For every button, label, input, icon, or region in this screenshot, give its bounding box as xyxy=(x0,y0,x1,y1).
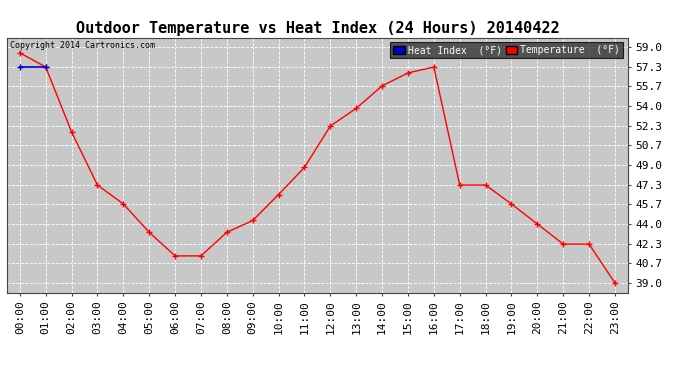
Legend: Heat Index  (°F), Temperature  (°F): Heat Index (°F), Temperature (°F) xyxy=(391,42,623,58)
Title: Outdoor Temperature vs Heat Index (24 Hours) 20140422: Outdoor Temperature vs Heat Index (24 Ho… xyxy=(76,21,559,36)
Text: Copyright 2014 Cartronics.com: Copyright 2014 Cartronics.com xyxy=(10,41,155,50)
